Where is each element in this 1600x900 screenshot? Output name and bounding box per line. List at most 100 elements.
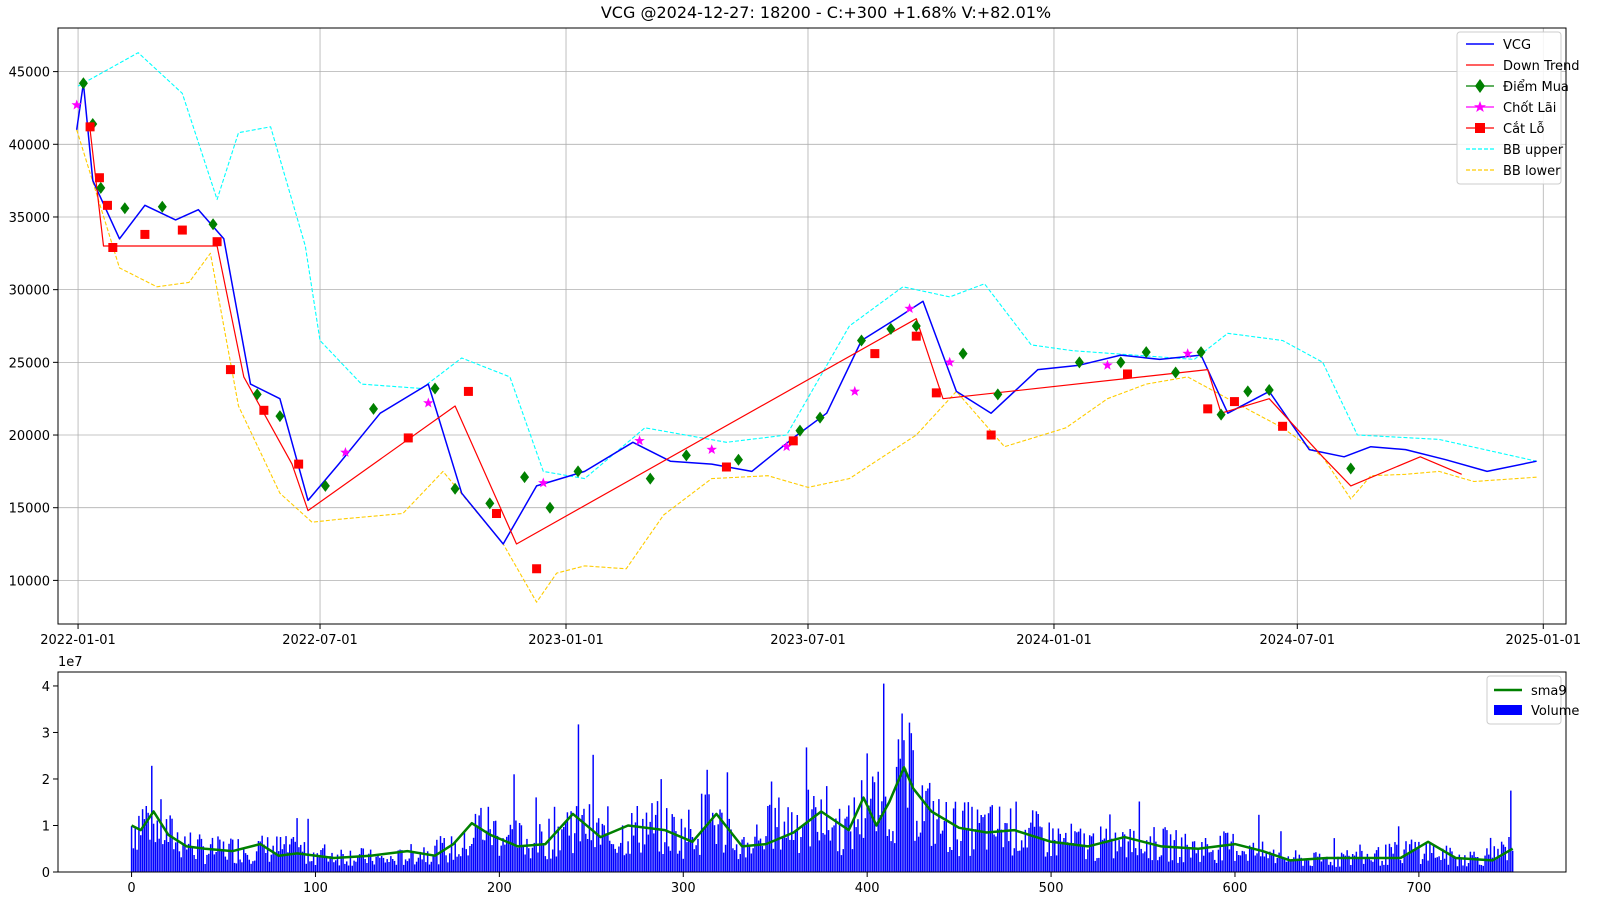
- volume-bar: [686, 842, 688, 872]
- legend-label-vcg: VCG: [1503, 38, 1531, 53]
- marker-diem-mua: [795, 424, 805, 437]
- volume-bar: [366, 863, 368, 872]
- volume-bar: [629, 853, 631, 872]
- marker-cat-lo: [870, 349, 880, 359]
- volume-bar: [1331, 865, 1334, 872]
- volume-bar: [956, 839, 959, 872]
- volume-bar: [1489, 837, 1492, 872]
- marker-diem-mua: [911, 320, 921, 332]
- volume-bar: [794, 831, 797, 872]
- volume-bar: [483, 840, 486, 872]
- volume-bar: [1046, 852, 1049, 872]
- volume-bar: [671, 814, 673, 872]
- volume-bar: [434, 845, 436, 872]
- volume-plot-frame: [57, 671, 1567, 873]
- volume-bar: [1298, 854, 1301, 872]
- series-line-bb-upper: [77, 52, 1537, 480]
- volume-bar: [167, 842, 170, 872]
- volume-bar: [820, 799, 822, 872]
- volume-bar: [1024, 829, 1027, 872]
- volume-bar: [675, 831, 677, 872]
- volume-bar: [991, 805, 993, 872]
- marker-diem-mua: [545, 501, 555, 514]
- volume-bar: [642, 818, 644, 872]
- volume-y-tick-label: 0: [42, 866, 50, 881]
- volume-bar: [472, 837, 475, 872]
- volume-bar: [384, 862, 387, 872]
- price-x-tick-label: 2024-07-01: [1260, 633, 1336, 648]
- volume-bar: [792, 840, 795, 872]
- volume-bar: [781, 837, 784, 872]
- volume-bar: [818, 840, 821, 872]
- volume-bar: [241, 862, 243, 872]
- volume-bar: [1020, 840, 1023, 872]
- volume-bar: [1081, 845, 1084, 872]
- volume-bar: [544, 856, 547, 872]
- volume-bar: [533, 842, 536, 872]
- volume-bar: [1362, 863, 1365, 872]
- volume-bar: [1076, 832, 1078, 872]
- volume-bar: [802, 825, 804, 872]
- volume-bar: [463, 831, 466, 872]
- volume-bar: [261, 835, 263, 872]
- volume-bar: [962, 810, 964, 872]
- volume-bar: [1374, 853, 1376, 872]
- volume-bar: [868, 805, 870, 872]
- volume-bar: [770, 781, 773, 872]
- volume-bar: [710, 822, 712, 872]
- volume-bar: [1111, 838, 1113, 872]
- volume-bar: [1265, 851, 1267, 872]
- volume-bar: [288, 844, 291, 872]
- volume-bar: [1392, 853, 1394, 872]
- volume-bar: [1442, 848, 1444, 872]
- volume-bar: [526, 838, 528, 872]
- volume-bar: [1263, 856, 1266, 872]
- volume-bar: [1186, 844, 1188, 872]
- price-plot-frame: [57, 27, 1567, 625]
- legend-diamond-icon: [1475, 79, 1485, 93]
- price-signal-markers: [71, 77, 1356, 574]
- volume-bar: [1059, 833, 1061, 872]
- marker-diem-mua: [681, 449, 691, 462]
- marker-diem-mua: [645, 472, 655, 485]
- volume-bar: [1083, 833, 1085, 872]
- volume-bar: [151, 765, 153, 872]
- volume-bar: [1274, 863, 1277, 872]
- volume-bar: [507, 834, 510, 872]
- volume-bar: [187, 843, 190, 872]
- volume-bar: [1429, 843, 1431, 872]
- volume-bar: [312, 852, 315, 872]
- volume-bar: [1098, 857, 1100, 872]
- volume-bar: [257, 841, 260, 872]
- price-y-tick-label: 30000: [9, 284, 50, 299]
- marker-chot-lai: [944, 356, 955, 367]
- volume-bar: [842, 849, 844, 872]
- volume-bar: [838, 808, 841, 872]
- marker-cat-lo: [177, 225, 187, 235]
- volume-bar: [873, 782, 876, 872]
- marker-cat-lo: [911, 331, 921, 341]
- volume-bar: [811, 809, 813, 872]
- marker-cat-lo: [225, 365, 235, 375]
- volume-bar: [197, 839, 199, 872]
- volume-bar: [344, 863, 346, 872]
- volume-bar: [958, 856, 960, 872]
- volume-bar: [174, 842, 177, 872]
- volume-bar: [857, 819, 859, 872]
- volume-bar: [270, 854, 273, 872]
- volume-bar: [460, 856, 462, 872]
- marker-diem-mua: [1264, 383, 1274, 396]
- volume-bar: [1467, 863, 1470, 872]
- volume-bar: [888, 829, 890, 872]
- volume-bar: [805, 747, 808, 872]
- volume-bar: [467, 855, 469, 872]
- volume-bar: [1427, 860, 1429, 872]
- volume-bar: [1304, 859, 1306, 872]
- volume-bar: [281, 849, 284, 872]
- marker-chot-lai: [849, 385, 860, 396]
- volume-bar: [734, 850, 736, 872]
- volume-bar: [575, 806, 578, 872]
- volume-bar: [1138, 801, 1141, 872]
- volume-bar: [695, 845, 697, 872]
